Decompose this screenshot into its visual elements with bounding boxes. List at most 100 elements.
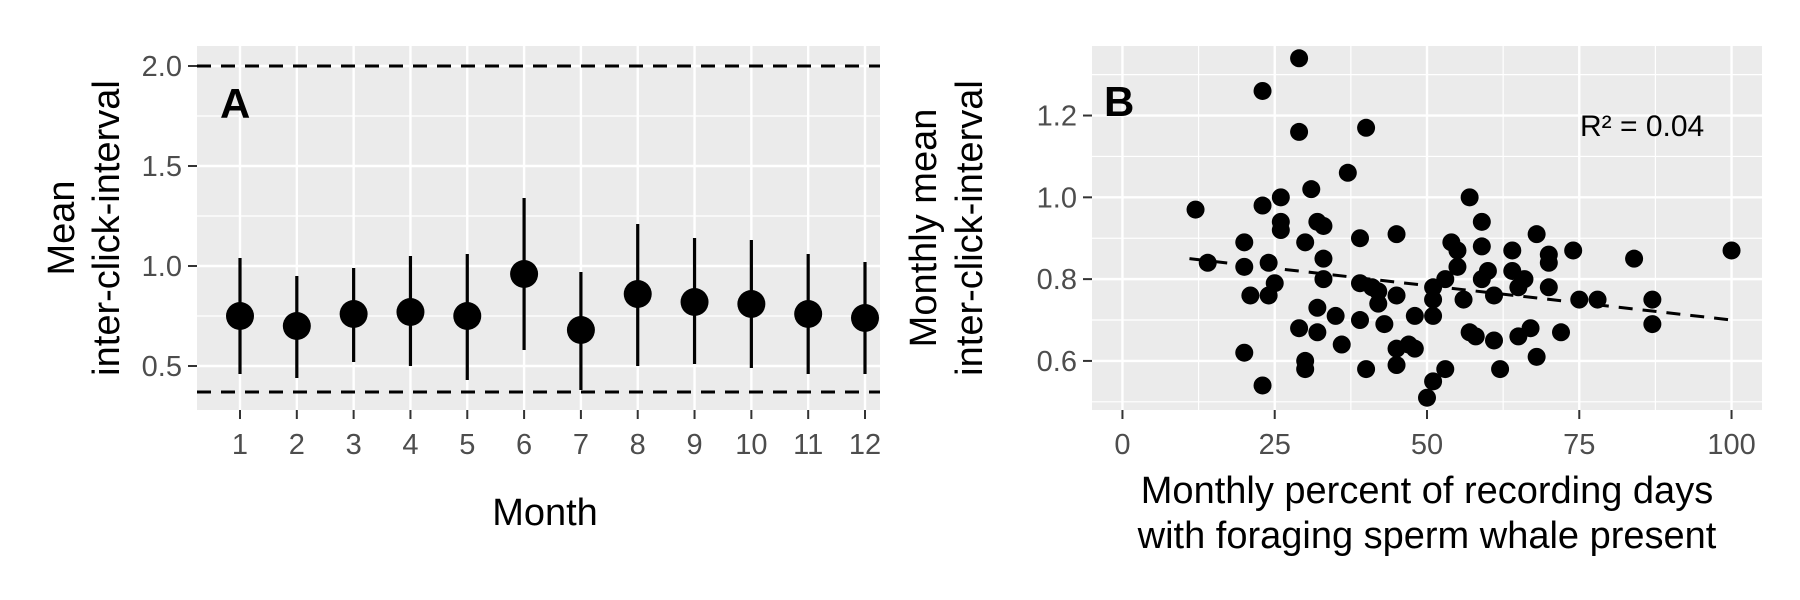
panel-b-point	[1527, 347, 1546, 366]
panel-b-point	[1625, 249, 1644, 268]
panel-b-y-tick-label: 0.6	[1037, 346, 1077, 378]
panel-b-point	[1472, 237, 1491, 256]
panel-b-y-tick-label: 1.2	[1037, 101, 1077, 133]
panel-b-x-tick-label: 50	[1411, 429, 1443, 461]
panel-b-point	[1253, 196, 1272, 215]
panel-b-point	[1460, 188, 1479, 207]
panel-b-point	[1387, 286, 1406, 305]
panel-b-y-title-line-2: inter-click-interval	[949, 80, 991, 376]
panel-a-point	[623, 280, 652, 308]
panel-b-point	[1326, 306, 1345, 325]
panel-b-point	[1722, 241, 1741, 260]
panel-b-point	[1448, 241, 1467, 260]
panel-b-point	[1539, 278, 1558, 297]
panel-b-point	[1253, 376, 1272, 395]
panel-a-y-tick-label: 1.0	[142, 251, 182, 283]
panel-b-point	[1552, 323, 1570, 342]
panel-b-y-tick-label: 1.0	[1037, 182, 1077, 214]
panel-b-regression-line	[1189, 257, 1732, 322]
panel-a-letter: A	[220, 80, 250, 127]
panel-b-point	[1436, 270, 1455, 289]
panel-b-x-title-line-2: with foraging sperm whale present	[1137, 515, 1717, 557]
panel-a-point	[282, 312, 311, 340]
panel-b-point	[1241, 286, 1260, 305]
panel-b-point	[1357, 360, 1376, 379]
panel-b-point	[1448, 257, 1467, 276]
panel-a: 0.51.01.52.0 1 2 3 4 5 6 7 8 9 10 11 12 A Mean inte…	[41, 46, 881, 534]
panel-b-point	[1308, 298, 1327, 317]
panel-b-point	[1387, 225, 1406, 244]
panel-b: 0.6 0.8 1.0 1.2 0 25 50 75 100 B R² = 0.04 Mont…	[903, 46, 1762, 557]
panel-a-point	[680, 288, 709, 316]
panel-a-y-tick-label: 2.0	[142, 51, 182, 83]
panel-b-point	[1375, 315, 1394, 334]
panel-b-point	[1235, 233, 1254, 252]
panel-b-point	[1466, 327, 1485, 346]
panel-a-y-tick-label: 1.5	[142, 151, 182, 183]
panel-b-point	[1570, 290, 1589, 309]
panel-a-x-tick-label: 11	[793, 429, 823, 461]
panel-a-x-axis: 1 2 3 4 5 6 7 8 9 10 11 12	[232, 410, 881, 461]
panel-b-point	[1259, 253, 1278, 272]
panel-b-point	[1314, 249, 1333, 268]
panel-b-point	[1271, 221, 1290, 240]
panel-b-y-axis: 0.6 0.8 1.0 1.2	[1037, 101, 1092, 378]
panel-b-point	[1454, 290, 1473, 309]
panel-a-y-tick-label: 0.5	[142, 351, 182, 383]
panel-b-point	[1351, 229, 1369, 248]
panel-b-point	[1424, 306, 1443, 325]
panel-b-x-tick-label: 75	[1563, 429, 1595, 461]
panel-b-point	[1515, 270, 1534, 289]
panel-b-point	[1235, 343, 1254, 362]
panel-b-x-axis: 0 25 50 75 100	[1114, 410, 1756, 461]
panel-b-point	[1290, 122, 1309, 141]
panel-a-x-tick-label: 12	[849, 429, 881, 461]
panel-b-point	[1314, 270, 1333, 289]
panel-a-x-tick-label: 9	[686, 429, 702, 461]
panel-b-point	[1271, 188, 1290, 207]
panel-b-point	[1485, 286, 1503, 305]
panel-b-point	[1253, 81, 1272, 100]
panel-a-x-tick-label: 1	[232, 429, 248, 461]
panel-b-point	[1357, 118, 1376, 137]
panel-b-x-tick-label: 0	[1114, 429, 1130, 461]
panel-a-plot-background	[197, 46, 880, 410]
panel-b-point	[1643, 315, 1662, 334]
panel-a-y-title-line-2: inter-click-interval	[86, 80, 128, 376]
panel-b-point	[1308, 323, 1327, 342]
panel-a-x-tick-label: 6	[516, 429, 532, 461]
panel-b-point	[1338, 163, 1357, 182]
panel-b-point	[1296, 360, 1315, 379]
panel-b-point	[1564, 241, 1583, 260]
panel-b-point	[1485, 331, 1503, 350]
panel-a-x-tick-label: 7	[573, 429, 589, 461]
panel-b-point	[1521, 319, 1540, 338]
panel-b-point	[1351, 311, 1369, 330]
panel-b-point	[1472, 212, 1491, 231]
panel-a-point	[851, 304, 879, 332]
panel-b-point	[1491, 360, 1510, 379]
panel-a-x-tick-label: 10	[735, 429, 767, 461]
panel-b-point	[1332, 335, 1351, 354]
panel-b-point	[1436, 360, 1455, 379]
panel-b-point	[1588, 290, 1607, 309]
panel-a-x-tick-label: 3	[346, 429, 362, 461]
panel-a-x-tick-label: 8	[630, 429, 646, 461]
panel-b-point	[1235, 257, 1254, 276]
panel-b-gridlines	[1092, 46, 1762, 410]
panel-b-point	[1290, 319, 1309, 338]
panel-b-point	[1314, 216, 1333, 235]
panel-a-y-axis: 0.5 1.0 1.5 2.0	[142, 51, 197, 383]
panel-a-point	[226, 302, 254, 330]
panel-b-point	[1290, 49, 1309, 68]
panel-b-point	[1296, 233, 1315, 252]
panel-b-point	[1424, 372, 1443, 391]
panel-b-x-tick-label: 25	[1259, 429, 1291, 461]
panel-b-point	[1186, 200, 1205, 219]
panel-a-point	[396, 298, 425, 326]
panel-b-y-title-line-1: Monthly mean	[903, 109, 945, 348]
panel-b-point	[1302, 180, 1321, 199]
panel-a-x-tick-label: 5	[459, 429, 475, 461]
panel-b-x-title-line-1: Monthly percent of recording days	[1141, 470, 1713, 512]
panel-b-point	[1405, 339, 1424, 358]
